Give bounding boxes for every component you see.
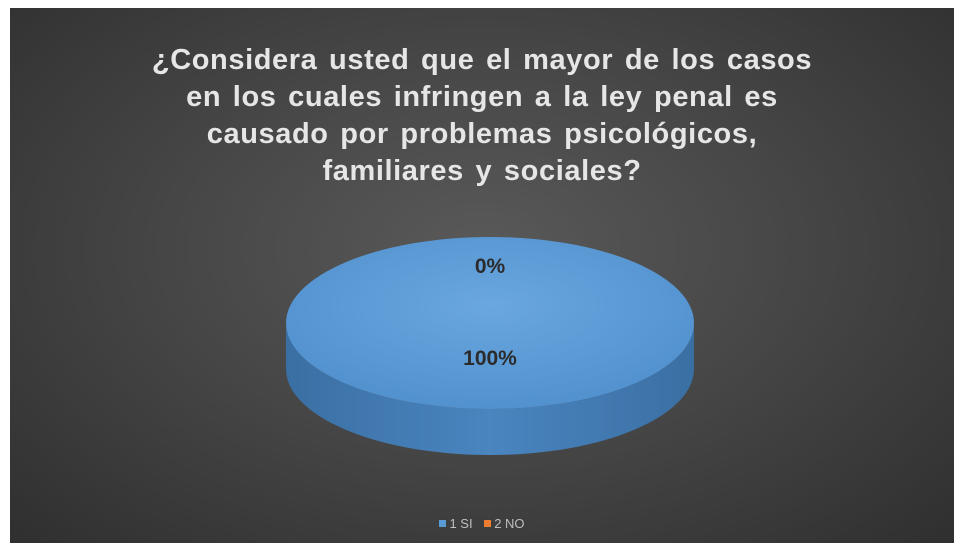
pie-side-wall <box>286 323 694 455</box>
chart-title: ¿Considera usted que el mayor de los cas… <box>10 42 954 190</box>
title-line-2: en los cuales infringen a la ley penal e… <box>186 81 778 113</box>
legend-swatch-si <box>439 520 447 528</box>
legend: 1 SI 2 NO <box>10 515 954 531</box>
legend-label-si: 1 SI <box>449 516 473 532</box>
legend-item-si: 1 SI <box>439 515 473 532</box>
data-label-no: 0% <box>475 255 506 278</box>
legend-label-no: 2 NO <box>494 516 525 532</box>
legend-swatch-no <box>484 520 492 528</box>
pie-plot: 100% 0% <box>286 237 694 455</box>
title-line-3: causado por problemas psicológicos, <box>206 118 758 150</box>
title-line-4: familiares y sociales? <box>322 155 642 187</box>
data-label-si: 100% <box>463 347 517 370</box>
pie-slice-si <box>286 237 694 409</box>
chart-area: ¿Considera usted que el mayor de los cas… <box>10 8 954 543</box>
legend-item-no: 2 NO <box>484 515 525 532</box>
title-line-1: ¿Considera usted que el mayor de los cas… <box>151 44 813 76</box>
